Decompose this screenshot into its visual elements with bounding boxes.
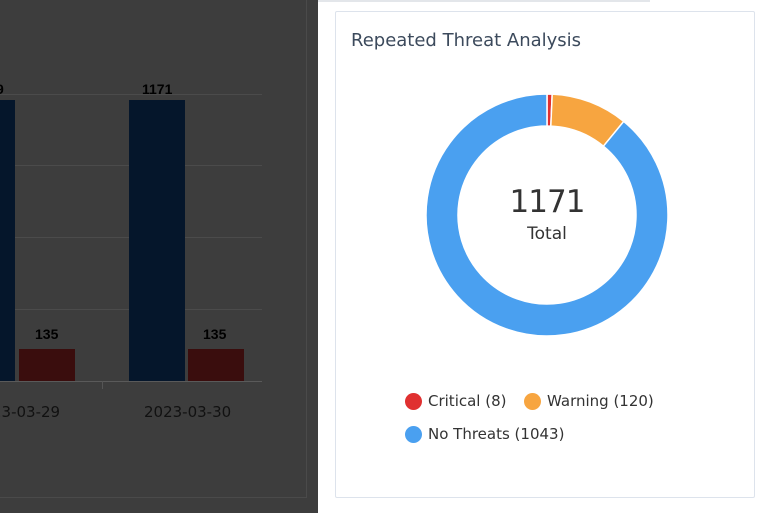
bar-total-2023-03-29 (0, 100, 15, 381)
x-axis-tick (102, 381, 103, 389)
gridline (0, 94, 262, 95)
legend-critical-label: Critical (8) (428, 392, 507, 410)
bar-total-label: 1171 (142, 81, 173, 97)
donut-chart (426, 94, 668, 336)
donut-total-label: Total (527, 224, 567, 244)
bar-chart-card: 9 135 23-03-29 1171 135 2023-03-30 (0, 0, 307, 498)
legend-critical-dot (405, 392, 422, 410)
background-overlay: 9 135 23-03-29 1171 135 2023-03-30 (0, 0, 318, 513)
legend-no-threats-label: No Threats (1043) (428, 425, 565, 443)
legend-warning-label: Warning (120) (547, 392, 654, 410)
repeated-threat-card: Repeated Threat Analysis 1171 Total Crit… (335, 11, 755, 498)
bar-red-label: 135 (203, 326, 227, 342)
top-divider (318, 0, 650, 2)
bar-red-2023-03-29 (19, 349, 75, 381)
card-title: Repeated Threat Analysis (351, 30, 582, 51)
donut-total-value: 1171 (509, 184, 586, 220)
x-tick-label: 2023-03-30 (144, 403, 232, 421)
bar-total-2023-03-30 (129, 100, 185, 381)
donut-slice-no-threats[interactable] (426, 94, 668, 336)
legend-warning[interactable]: Warning (120) (524, 392, 654, 410)
legend-warning-dot (524, 392, 541, 410)
bar-red-2023-03-30 (188, 349, 244, 381)
x-tick-label: 23-03-29 (0, 403, 61, 421)
bar-total-label: 9 (0, 81, 4, 97)
legend-no-threats[interactable]: No Threats (1043) (405, 425, 564, 443)
x-axis-line (0, 381, 262, 382)
bar-red-label: 135 (35, 326, 59, 342)
legend-critical[interactable]: Critical (8) (405, 392, 506, 410)
legend-no-threats-dot (405, 425, 422, 443)
